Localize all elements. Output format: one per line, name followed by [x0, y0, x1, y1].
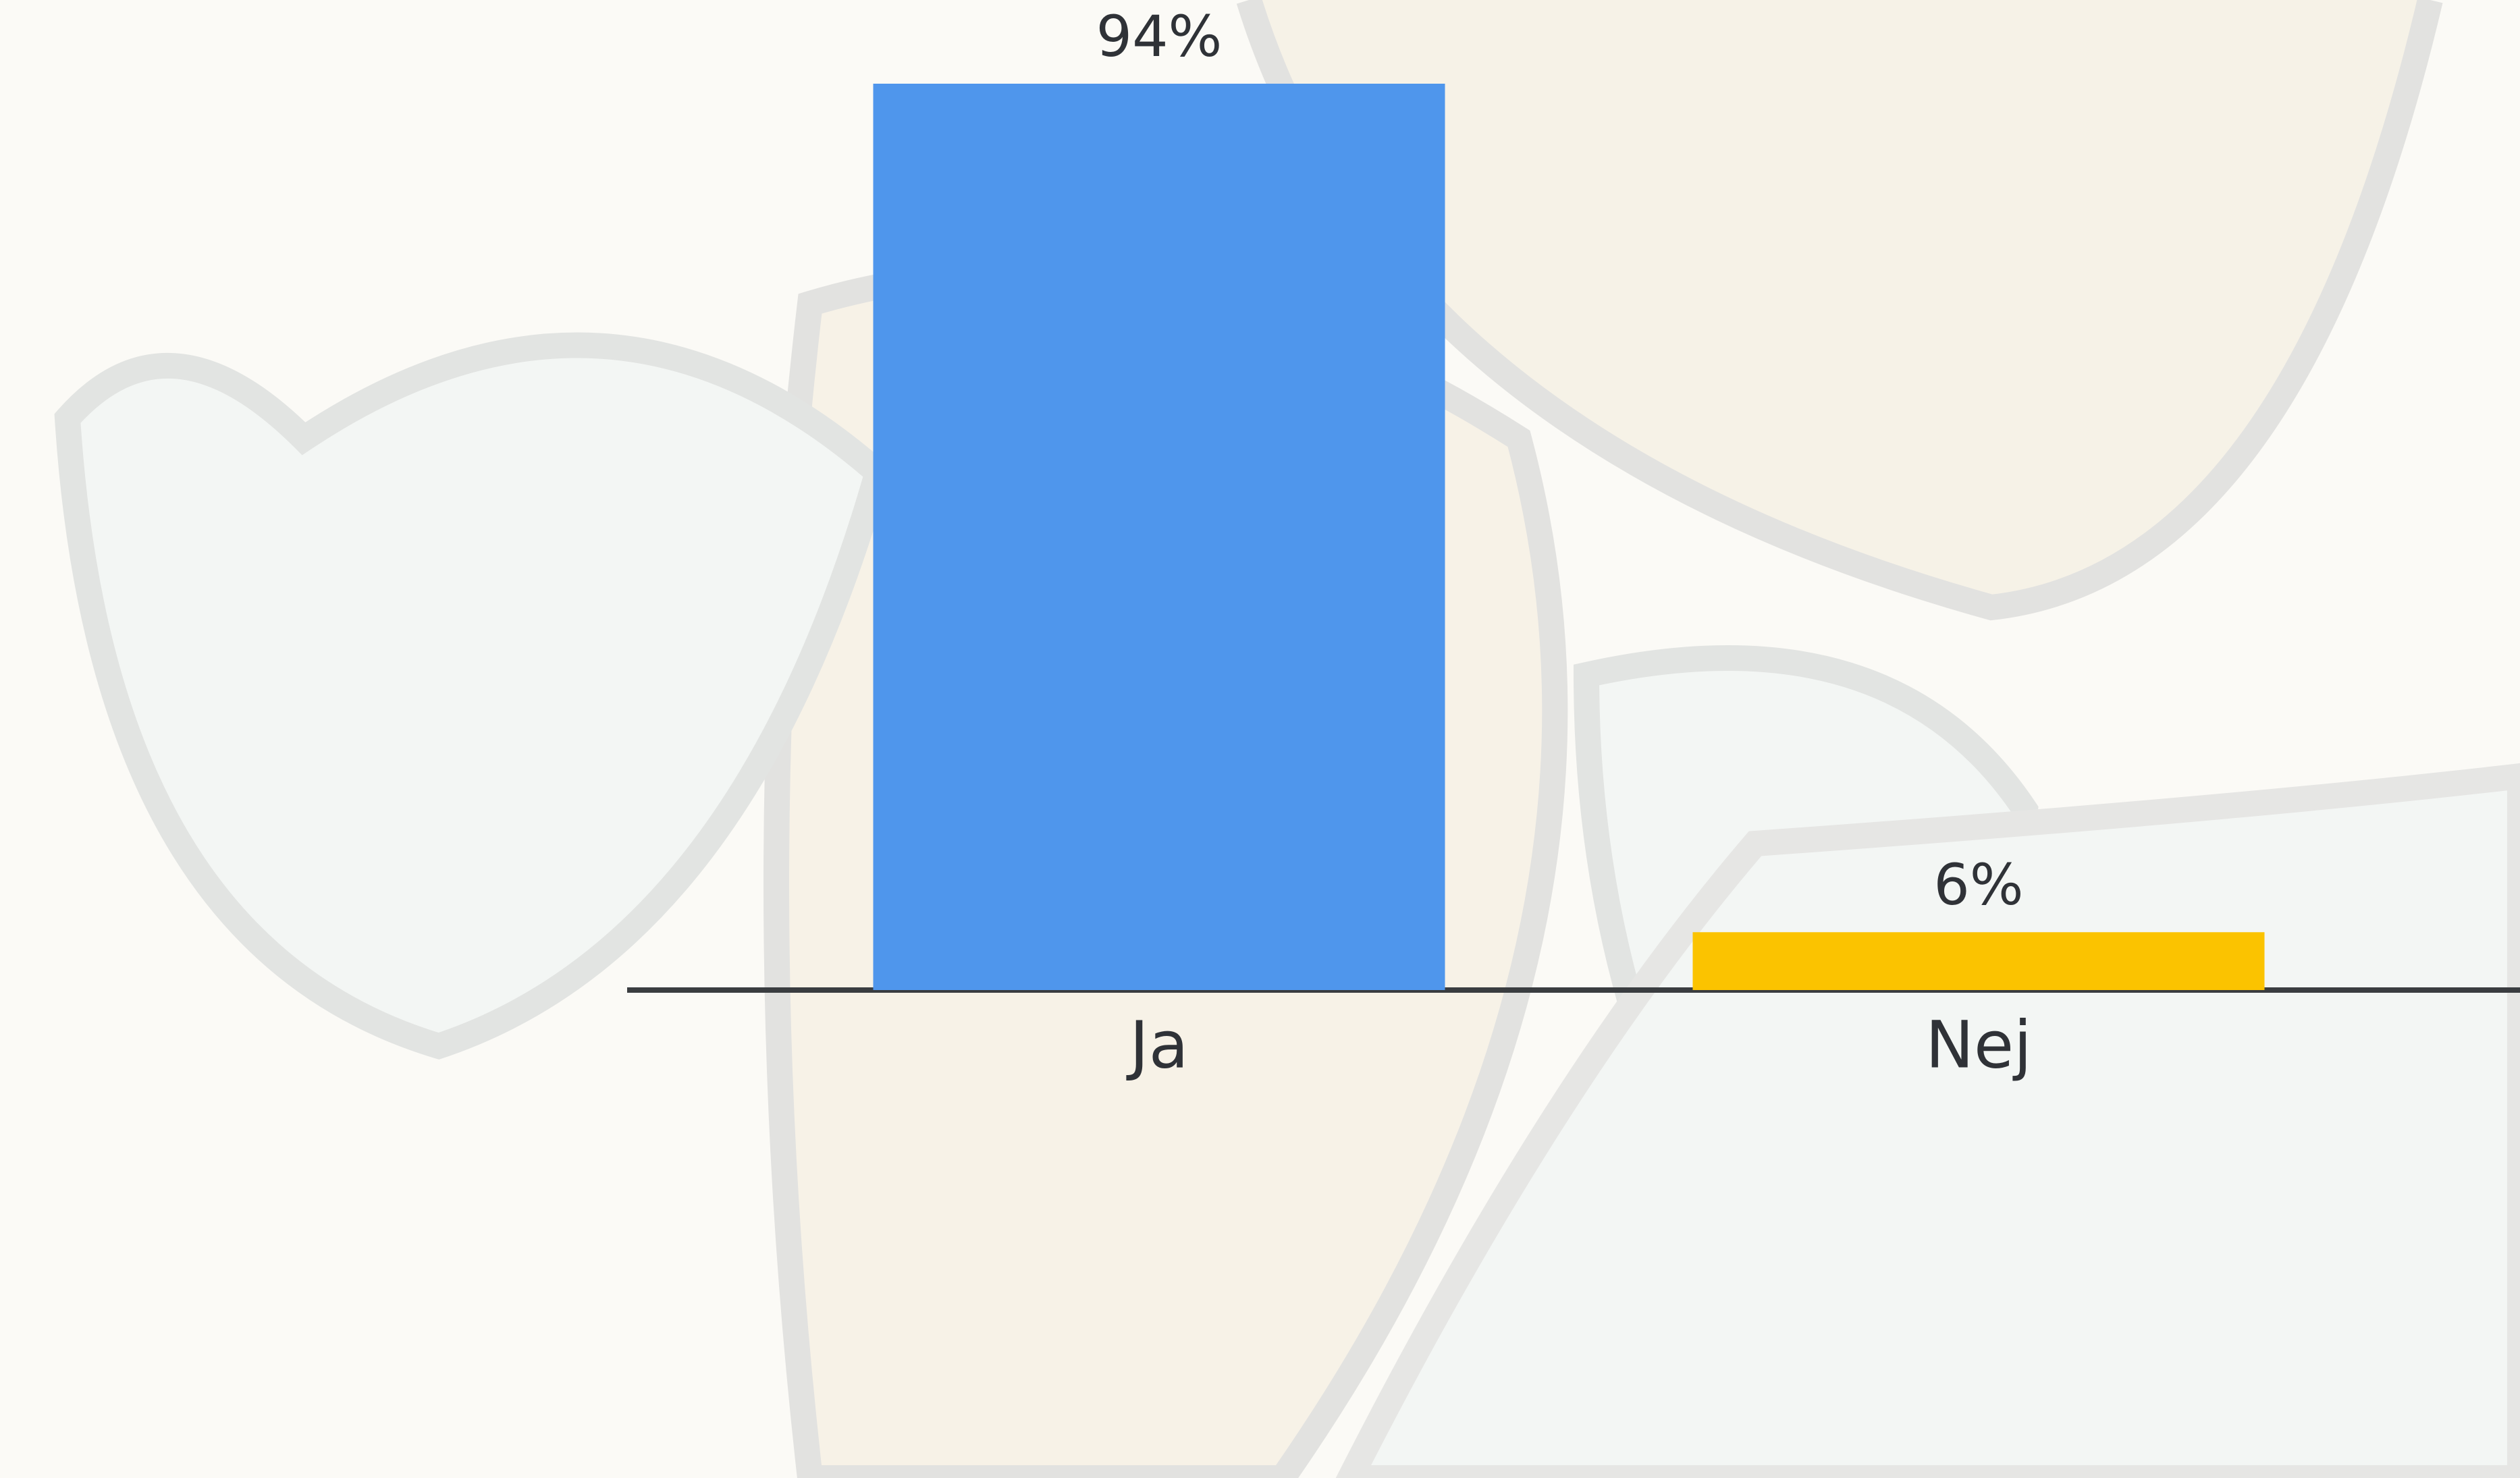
bar [1693, 932, 2265, 990]
chart: 94% Ja 6% Nej [0, 0, 2520, 1478]
x-tick-label: Ja [1126, 1007, 1188, 1083]
page: {"chart_data": {"type": "bar", "categori… [0, 0, 2520, 1478]
value-label: 6% [1933, 852, 2023, 918]
bar [874, 84, 1445, 990]
value-label: 94% [1096, 3, 1223, 70]
x-tick-label: Nej [1925, 1007, 2032, 1083]
